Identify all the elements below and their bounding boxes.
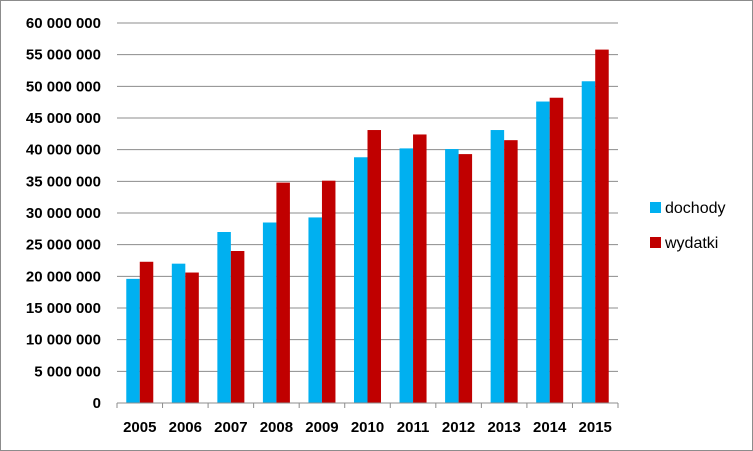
bar-dochody-2013 [490,130,505,404]
bar-wydatki-2014 [549,97,564,403]
y-tick-label: 10 000 000 [26,332,101,349]
x-tick-label: 2012 [442,419,475,436]
y-tick-label: 30 000 000 [26,205,101,222]
x-tick-label: 2010 [351,419,384,436]
bar-wydatki-2009 [321,180,336,403]
x-tick-label: 2015 [579,419,612,436]
bar-dochody-2008 [262,222,277,403]
bar-dochody-2009 [308,217,322,403]
bar-wydatki-2015 [595,49,609,403]
y-tick-label: 15 000 000 [26,300,101,317]
legend-swatch-wydatki [650,237,661,248]
x-tick-label: 2009 [305,419,338,436]
x-tick-label: 2007 [214,419,247,436]
y-tick-label: 5 000 000 [34,363,101,380]
bar-dochody-2005 [126,278,140,403]
bar-dochody-2015 [581,81,596,404]
y-tick-label: 25 000 000 [26,237,101,254]
x-tick-label: 2005 [123,419,156,436]
x-axis: 2005 2006 2007 2008 2009 2010 2011 2012 2013 2014… [116,402,619,436]
bar-dochody-2011 [399,148,414,403]
x-tick-label: 2006 [169,419,202,436]
y-tick-label: 55 000 000 [26,47,101,64]
legend-label-wydatki: wydatki [664,235,718,252]
bars [126,49,609,404]
legend-label-dochody: dochody [665,200,726,217]
bar-dochody-2010 [354,157,368,403]
bar-dochody-2014 [536,101,550,404]
y-axis-tick-labels: 60 000 000 55 000 000 50 000 000 45 000 000… [26,15,101,412]
bar-wydatki-2013 [504,140,518,403]
x-tick-label: 2011 [397,419,430,436]
y-tick-label: 60 000 000 [26,15,101,32]
bar-wydatki-2006 [185,272,199,403]
bar-wydatki-2011 [413,134,427,403]
bar-wydatki-2007 [230,251,245,403]
bar-dochody-2006 [171,263,186,403]
x-tick-label: 2013 [487,419,520,436]
bar-wydatki-2008 [276,182,290,403]
bar-wydatki-2012 [458,154,473,403]
y-tick-label: 50 000 000 [26,78,101,95]
bar-wydatki-2005 [139,261,154,403]
y-tick-label: 45 000 000 [26,110,101,127]
y-tick-label: 0 [93,395,101,412]
x-tick-label: 2008 [260,419,293,436]
y-tick-label: 40 000 000 [26,142,101,159]
legend-swatch-dochody [650,202,661,213]
x-tick-label: 2014 [533,419,567,436]
bar-wydatki-2010 [367,130,381,404]
y-tick-label: 20 000 000 [26,268,101,285]
y-tick-label: 35 000 000 [26,173,101,190]
legend: dochody wydatki [650,200,726,252]
bar-dochody-2012 [445,149,459,403]
bar-dochody-2007 [217,232,231,403]
